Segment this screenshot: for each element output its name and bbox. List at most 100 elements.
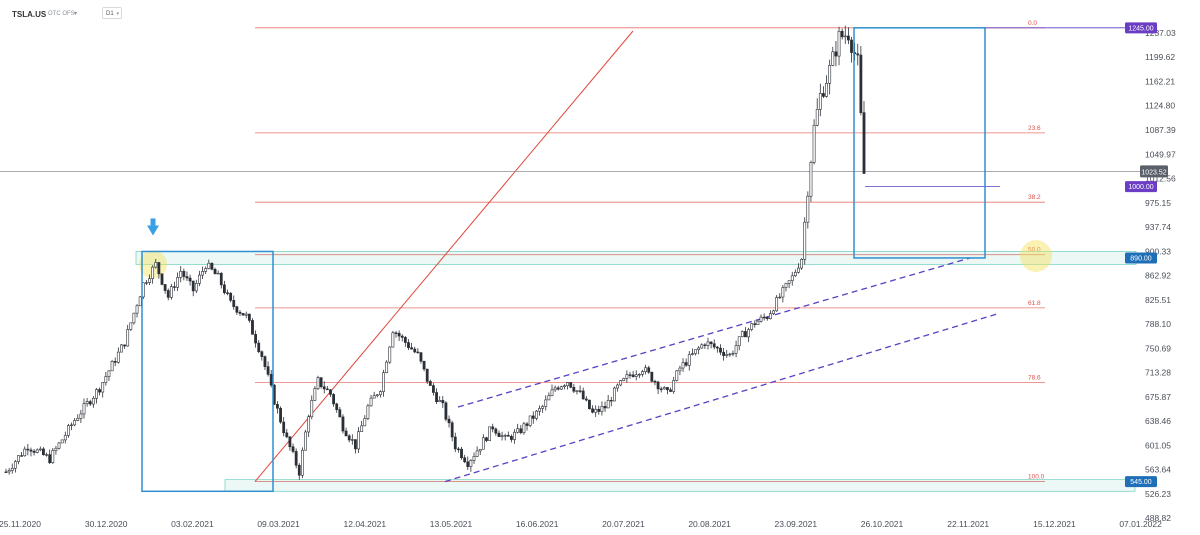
candle-body [500,435,504,437]
candle-body [182,270,186,277]
candle-body [432,385,435,393]
candle-body [753,323,757,325]
candle-body [569,382,573,388]
candle-body [475,450,479,457]
candle-body [235,306,239,313]
candle-body [229,292,233,301]
candle-body [319,377,323,387]
candle-body [666,387,669,391]
candle-body [800,259,804,269]
timeframe-select[interactable]: D1 ▾ [102,7,122,19]
candle-body [375,394,379,396]
candle-body [709,341,713,345]
x-tick-label: 13.05.2021 [430,519,473,529]
channel-upper-line [457,257,971,408]
candle-body [594,408,598,413]
candle-body [179,270,183,278]
price-tag-text: 890.00 [1130,255,1152,262]
candle-body [803,221,807,260]
y-tick-label: 1162.21 [1145,76,1175,86]
highlight-boxes [141,27,986,493]
candle-body [647,367,651,373]
candle-body [728,353,732,356]
candle-body [325,388,329,391]
candle-body [394,332,398,334]
x-tick-label: 09.03.2021 [257,519,300,529]
candle-body [634,374,638,377]
candle-body [338,409,342,418]
candle-body [70,424,73,427]
candle-body [772,310,775,314]
candle-body [79,413,83,419]
current-price-tag [1140,165,1168,178]
candle-body [435,392,438,403]
candle-body [10,467,14,471]
candle-body [185,276,189,279]
y-tick-label: 1124.80 [1145,101,1175,111]
candle-body [460,448,463,459]
candle-body [45,454,48,456]
candle-body [169,286,173,298]
candle-body [148,278,151,283]
y-tick-label: 563.64 [1145,465,1171,475]
candle-body [856,53,860,56]
candle-body [678,367,682,372]
candle-body [734,345,738,354]
candle-body [223,284,226,294]
candle-body [637,373,641,376]
candle-body [238,311,242,314]
fib-label: 100.0 [1028,474,1045,481]
candle-body [631,374,635,377]
candle-body [591,408,594,413]
candle-body [775,297,779,312]
candle-body [453,436,457,450]
candle-body [700,344,704,349]
candle-body [216,272,220,275]
candle-body [257,342,261,352]
drawing-tools [0,27,1140,483]
candle-body [226,292,229,294]
candle-body [263,356,267,367]
candle-body [288,436,292,448]
candle-body [7,470,11,473]
candle-body [669,389,672,392]
fib-label: 23.6 [1028,125,1041,132]
price-tag [1125,252,1157,264]
candle-body [188,277,192,282]
candle-body [428,381,432,386]
candle-body [840,30,844,38]
candle-body [422,360,426,370]
candle-body [391,332,395,348]
x-tick-label: 07.01.2022 [1119,519,1162,529]
candle-body [4,471,8,473]
candle-body [88,401,92,405]
candle-body [166,290,170,298]
candle-body [818,93,822,110]
candle-body [737,336,741,347]
candle-body [809,162,813,197]
candle-body [519,428,523,433]
y-tick-label: 975.15 [1145,198,1171,208]
candle-body [397,332,401,337]
candle-body [157,262,161,275]
fib-label: 50.0 [1028,247,1041,254]
price-tag [1125,476,1157,488]
candle-body [778,296,782,299]
candle-body [210,262,214,270]
candle-body [612,387,616,402]
candle-body [32,450,36,453]
candle-body [797,267,800,273]
candle-body [54,447,58,451]
candle-body [123,344,126,347]
candle-body [859,54,863,113]
candle-body [831,51,835,66]
candle-body [198,274,201,284]
candle-body [447,418,451,424]
candle-body [173,286,176,288]
candle-body [656,381,660,390]
candle-body [213,269,217,275]
candle-body [322,386,326,390]
chevron-down-icon[interactable]: ▾ [74,11,78,17]
candle-body [744,331,747,338]
